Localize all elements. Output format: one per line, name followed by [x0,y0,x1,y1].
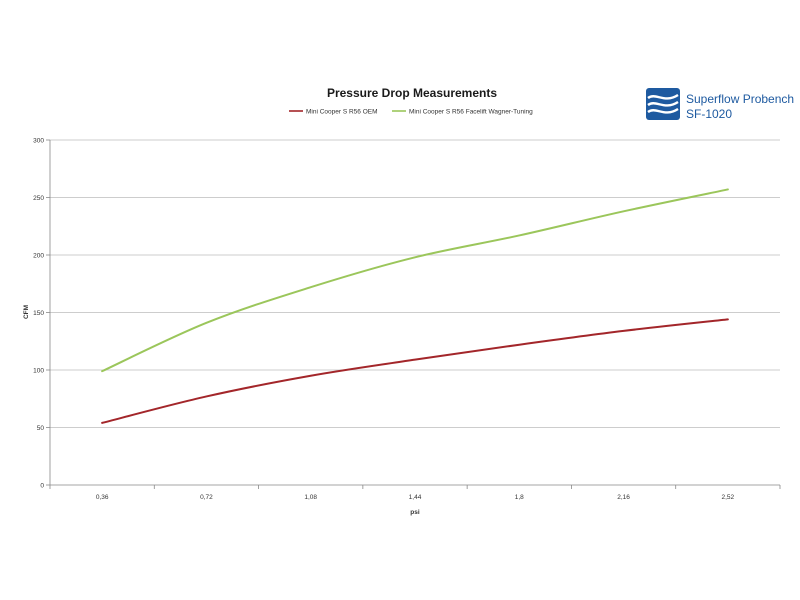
x-tick-label-1,08: 1,08 [304,494,317,501]
x-tick-label-1,8: 1,8 [515,494,524,501]
gridlines [50,139,780,428]
legend-label-oem: Mini Cooper S R56 OEM [306,109,378,116]
legend: Mini Cooper S R56 OEM Mini Cooper S R56 … [289,109,533,116]
superflow-wave-icon [646,88,680,120]
y-tick-label-250: 250 [33,195,44,202]
x-axis-ticks: 0,36 0,72 1,08 1,44 1,8 2,16 2,52 [49,485,781,501]
y-tick-label-100: 100 [33,367,44,374]
series-lines [101,188,729,424]
logo-text-line1: Superflow Probench [686,92,794,106]
superflow-logo: Superflow Probench SF-1020 [646,88,794,121]
x-tick-label-0,72: 0,72 [200,494,213,501]
y-tick-label-300: 300 [33,137,44,144]
y-axis-title: CFM [23,305,30,319]
y-tick-label-50: 50 [37,425,45,432]
chart-area-background [0,70,800,530]
y-tick-label-0: 0 [40,482,44,489]
x-tick-label-0,36: 0,36 [96,494,109,501]
chart-title: Pressure Drop Measurements [327,86,497,100]
x-tick-label-1,44: 1,44 [409,494,422,501]
logo-text-line2: SF-1020 [686,107,732,121]
y-tick-label-150: 150 [33,310,44,317]
x-axis-title: psi [410,509,420,516]
x-tick-label-2,16: 2,16 [617,494,630,501]
x-tick-label-2,52: 2,52 [722,494,735,501]
y-tick-label-200: 200 [33,252,44,259]
legend-label-wagner: Mini Cooper S R56 Facelift Wagner-Tuning [409,109,533,116]
y-axis-ticks: 0 50 100 150 200 250 300 [33,137,50,489]
